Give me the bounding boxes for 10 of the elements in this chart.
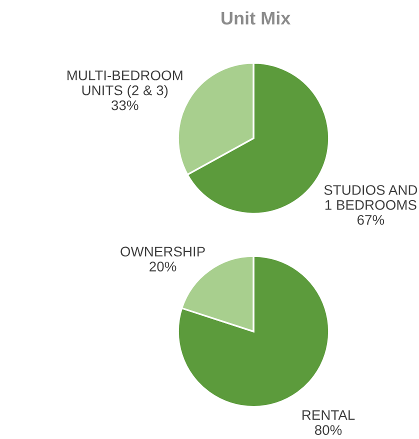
data-label: 80% — [314, 425, 342, 435]
slice-label: OWNERSHIP — [120, 246, 205, 257]
chart-title: Unit Mix — [222, 11, 291, 25]
data-label: 20% — [150, 262, 176, 272]
data-label: 33% — [112, 100, 138, 110]
data-label: 67% — [357, 215, 384, 225]
pie-slice — [177, 255, 330, 408]
slice-label: STUDIOS AND 1 BEDROOMS — [324, 185, 418, 210]
slice-label: MULTI-BEDROOM UNITS (2 & 3) — [67, 70, 182, 98]
slice-label: RENTAL — [302, 410, 355, 420]
